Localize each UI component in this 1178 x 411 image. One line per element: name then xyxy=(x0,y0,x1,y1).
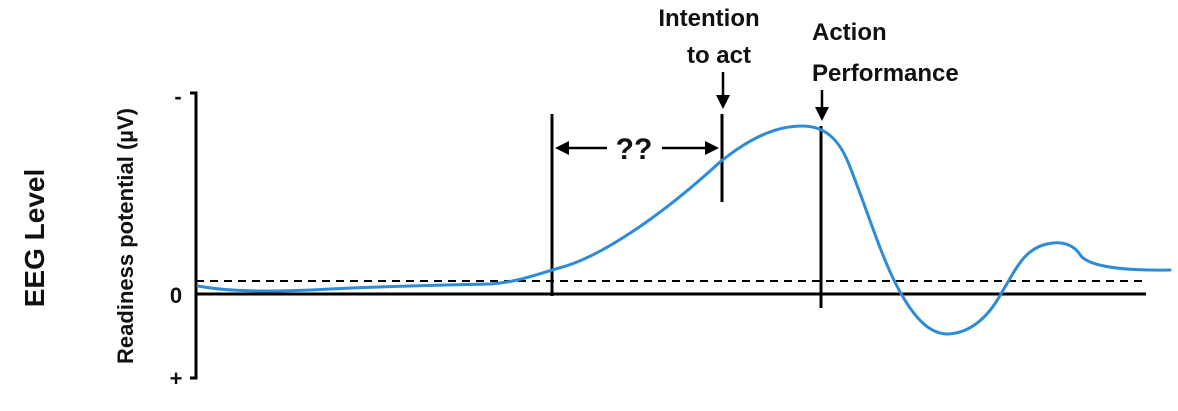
intention-down-arrow xyxy=(716,72,730,109)
y-tick-plus: + xyxy=(170,366,183,391)
y-tick-minus: - xyxy=(174,84,181,109)
y-axis-line xyxy=(190,91,198,380)
y-axis-outer-label: EEG Level xyxy=(19,169,50,308)
interval-question-label: ?? xyxy=(616,133,653,166)
interval-left-arrow xyxy=(555,141,607,155)
y-axis-inner-label: Readiness potential (µV) xyxy=(113,108,138,364)
action-down-arrow xyxy=(815,90,829,121)
intention-label-line-1: Intention xyxy=(658,5,759,32)
intention-label-line-2: to act xyxy=(687,42,751,69)
action-label-line-1: Action xyxy=(812,19,887,46)
action-label-line-2: Performance xyxy=(812,60,959,87)
y-tick-zero: 0 xyxy=(170,283,182,308)
interval-right-arrow xyxy=(662,141,719,155)
readiness-potential-curve xyxy=(196,124,1172,336)
